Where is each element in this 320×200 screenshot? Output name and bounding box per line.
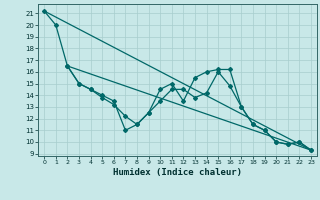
X-axis label: Humidex (Indice chaleur): Humidex (Indice chaleur)	[113, 168, 242, 177]
